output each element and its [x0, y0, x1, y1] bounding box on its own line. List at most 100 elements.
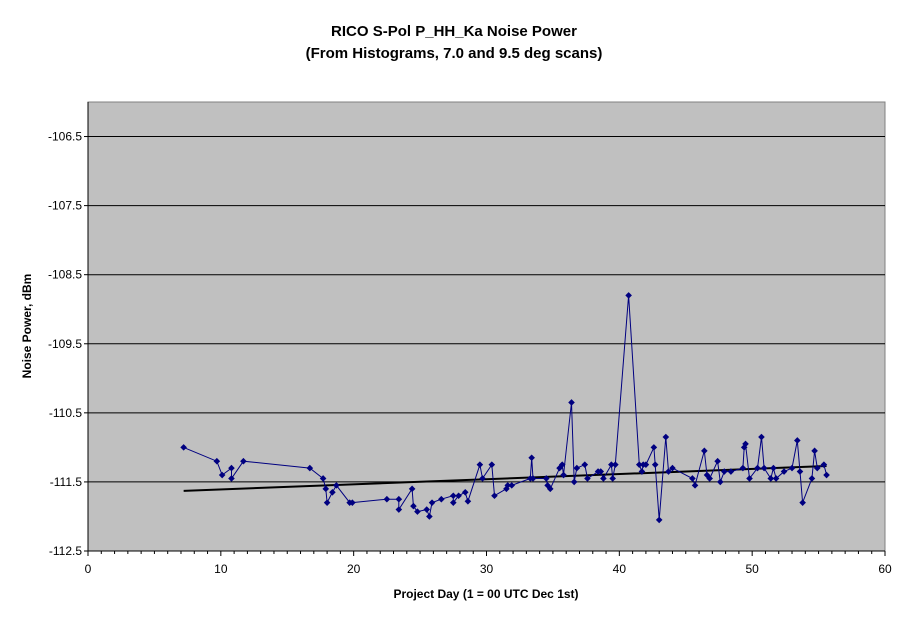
data-point-marker — [665, 468, 672, 475]
data-point-marker — [228, 464, 235, 472]
data-point-marker — [464, 497, 472, 505]
chart-title: RICO S-Pol P_HH_Ka Noise Power — [331, 23, 577, 40]
data-point-marker — [770, 464, 777, 472]
data-point-marker — [701, 447, 708, 455]
data-point-marker — [780, 468, 788, 475]
data-point-marker — [612, 461, 619, 468]
data-point-marker — [742, 440, 749, 448]
y-tick-label: -111.5 — [50, 475, 83, 489]
data-point-marker — [635, 461, 643, 468]
data-point-marker — [319, 475, 327, 482]
chart-subtitle: (From Histograms, 7.0 and 9.5 deg scans) — [306, 45, 603, 62]
data-point-marker — [568, 399, 575, 406]
data-point-marker — [584, 475, 591, 482]
x-tick-label: 30 — [480, 562, 494, 576]
data-point-marker — [662, 433, 670, 441]
data-point-marker — [395, 506, 403, 513]
data-point-marker — [638, 468, 646, 475]
data-point-marker — [488, 461, 496, 468]
data-point-marker — [689, 475, 696, 482]
data-point-marker — [808, 475, 816, 482]
data-series — [180, 292, 830, 524]
data-point-marker — [760, 464, 768, 472]
data-point-marker — [754, 464, 761, 472]
data-point-marker — [423, 506, 431, 513]
data-point-marker — [600, 475, 607, 482]
data-point-marker — [529, 475, 537, 482]
data-point-marker — [395, 495, 403, 503]
data-point-marker — [449, 492, 457, 500]
data-point-marker — [799, 499, 806, 506]
data-point-marker — [642, 461, 650, 468]
data-point-marker — [772, 475, 780, 482]
data-point-marker — [714, 457, 721, 465]
y-tick-label: -106.5 — [48, 130, 82, 144]
data-point-marker — [556, 464, 563, 472]
data-point-marker — [813, 464, 821, 472]
y-axis-title: Noise Power, dBm — [20, 274, 34, 379]
data-point-marker — [716, 478, 724, 486]
data-point-marker — [476, 461, 484, 468]
data-point-marker — [767, 475, 775, 482]
data-point-marker — [655, 516, 663, 524]
data-point-marker — [383, 495, 391, 503]
y-tick-label: -110.5 — [49, 406, 82, 420]
plot-area — [87, 101, 886, 552]
data-point-marker — [491, 492, 498, 500]
data-point-marker — [461, 488, 469, 496]
data-point-marker — [608, 461, 615, 468]
data-point-marker — [788, 464, 796, 472]
data-point-marker — [213, 457, 221, 465]
data-point-marker — [410, 502, 417, 510]
data-point-marker — [625, 292, 632, 299]
trendline — [183, 465, 827, 492]
data-point-marker — [650, 444, 658, 451]
data-point-marker — [758, 433, 765, 441]
x-tick-label: 20 — [347, 562, 361, 576]
gridlines — [88, 136, 885, 483]
y-tick-label: -107.5 — [48, 199, 82, 213]
data-point-marker — [546, 485, 554, 493]
data-point-marker — [218, 471, 226, 479]
data-point-marker — [669, 464, 676, 472]
data-point-marker — [426, 513, 433, 520]
data-point-marker — [508, 482, 516, 489]
y-tick-label: -108.5 — [48, 268, 82, 282]
data-point-marker — [306, 464, 314, 472]
data-point-marker — [727, 468, 735, 475]
data-point-marker — [609, 475, 616, 482]
data-point-marker — [333, 482, 340, 489]
x-tick-label: 60 — [878, 562, 892, 576]
data-point-marker — [740, 444, 748, 451]
data-point-marker — [570, 478, 578, 486]
data-point-marker — [558, 461, 566, 468]
data-point-marker — [691, 482, 699, 489]
data-point-marker — [811, 447, 818, 455]
data-point-marker — [329, 488, 336, 496]
data-point-marker — [720, 468, 728, 475]
data-point-marker — [739, 464, 747, 472]
data-point-marker — [746, 475, 753, 482]
data-point-marker — [542, 475, 550, 482]
data-point-marker — [449, 499, 457, 506]
x-axis-ticks: 0 10 20 30 40 50 60 — [85, 551, 892, 576]
data-point-marker — [322, 485, 330, 493]
data-point-marker — [438, 495, 445, 503]
data-point-marker — [560, 471, 567, 479]
data-point-marker — [528, 454, 535, 462]
x-tick-label: 10 — [214, 562, 228, 576]
data-point-marker — [408, 485, 416, 493]
data-point-marker — [414, 508, 421, 515]
data-point-marker — [794, 437, 801, 444]
y-tick-label: -112.5 — [49, 544, 82, 558]
data-point-marker — [706, 475, 713, 482]
data-point-marker — [228, 475, 235, 482]
y-tick-label: -109.5 — [48, 337, 82, 351]
x-tick-label: 0 — [85, 562, 92, 576]
data-point-marker — [323, 499, 331, 506]
x-tick-label: 40 — [613, 562, 627, 576]
x-axis-title: Project Day (1 = 00 UTC Dec 1st) — [393, 587, 578, 601]
data-point-marker — [573, 464, 581, 472]
data-point-marker — [597, 468, 605, 475]
